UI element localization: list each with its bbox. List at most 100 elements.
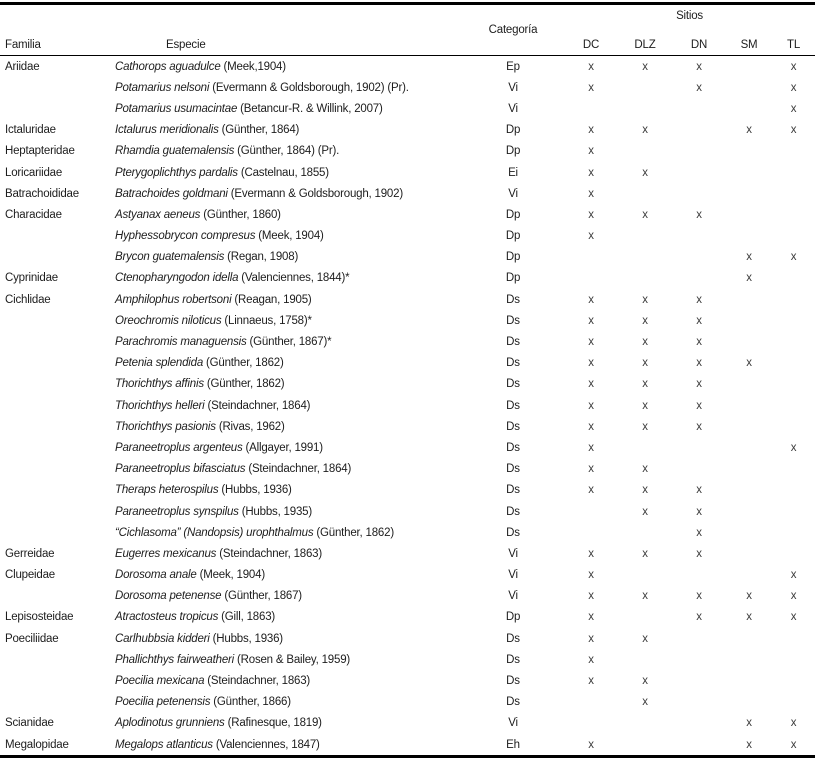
- species-authority: (Reagan, 1905): [231, 293, 312, 306]
- site-mark-cell-dc: x: [588, 547, 594, 560]
- site-mark-cell-tl: [772, 670, 815, 691]
- site-mark-cell-sm: [726, 459, 772, 480]
- site-mark-cell-sm: x: [746, 124, 752, 137]
- site-mark-cell-dlz: x: [642, 378, 648, 391]
- site-mark-cell-dlz: x: [642, 293, 648, 306]
- species-authority: (Betancur-R. & Willink, 2007): [237, 102, 383, 115]
- species-name: Amphilophus robertsoni: [115, 293, 232, 306]
- categoria-cell: Ds: [506, 463, 520, 476]
- table-row: Thorichthys pasionis (Rivas, 1962) Ds x x x: [0, 416, 815, 437]
- especie-cell: Potamarius nelsoni (Evermann & Goldsboro…: [110, 77, 462, 98]
- species-name: Batrachoides goldmani: [115, 187, 228, 200]
- especie-cell: Dorosoma petenense (Günther, 1867): [110, 586, 462, 607]
- site-mark-cell-dc: [564, 692, 618, 713]
- species-authority: (Günther, 1866): [210, 696, 291, 709]
- site-mark-cell-dlz: x: [642, 420, 648, 433]
- site-mark-cell-sm: [726, 522, 772, 543]
- site-mark-cell-dn: x: [696, 336, 702, 349]
- species-authority: (Allgayer, 1991): [242, 441, 324, 454]
- species-name: Oreochromis niloticus: [115, 314, 222, 327]
- table-row: Poecilia petenensis (Günther, 1866) Ds x: [0, 692, 815, 713]
- site-mark-cell-dn: [672, 183, 726, 204]
- especie-cell: Paraneetroplus bifasciatus (Steindachner…: [110, 459, 462, 480]
- table-row: Phallichthys fairweatheri (Rosen & Baile…: [0, 649, 815, 670]
- species-authority: (Hubbs, 1936): [209, 632, 283, 645]
- site-mark-cell-tl: [772, 353, 815, 374]
- familia-cell: [0, 247, 110, 268]
- familia-cell: [0, 310, 110, 331]
- categoria-cell: Ds: [506, 293, 520, 306]
- site-mark-cell-dn: [672, 649, 726, 670]
- familia-cell: [0, 670, 110, 691]
- header-site-dc: DC: [582, 39, 600, 51]
- especie-cell: Batrachoides goldmani (Evermann & Goldsb…: [110, 183, 462, 204]
- table-row: Thorichthys affinis (Günther, 1862) Ds x x x: [0, 374, 815, 395]
- site-mark-cell-dn: [672, 98, 726, 119]
- table-row: Cyprinidae Ctenopharyngodon idella (Valen…: [0, 268, 815, 289]
- table-row: Scianidae Aplodinotus grunniens (Rafinesq…: [0, 713, 815, 734]
- table-row: Poeciliidae Carlhubbsia kidderi (Hubbs, 1…: [0, 628, 815, 649]
- especie-cell: Paraneetroplus synspilus (Hubbs, 1935): [110, 501, 462, 522]
- categoria-cell: Ds: [506, 632, 520, 645]
- categoria-cell: Vi: [508, 547, 518, 560]
- site-mark-cell-sm: [726, 374, 772, 395]
- site-mark-cell-tl: x: [790, 738, 797, 751]
- especie-cell: Thorichthys helleri (Steindachner, 1864): [110, 395, 462, 416]
- site-mark-cell-dc: x: [588, 293, 594, 306]
- site-mark-cell-dlz: x: [642, 547, 648, 560]
- site-mark-cell-dc: x: [588, 124, 594, 137]
- site-mark-cell-tl: [772, 416, 815, 437]
- species-name: Paraneetroplus synspilus: [115, 505, 239, 518]
- species-authority: (Günther, 1867)*: [246, 336, 332, 349]
- species-authority: (Steindachner, 1864): [204, 399, 311, 412]
- especie-cell: Petenia splendida (Günther, 1862): [110, 353, 462, 374]
- especie-cell: Parachromis managuensis (Günther, 1867)*: [110, 331, 462, 352]
- table-row: Gerreidae Eugerres mexicanus (Steindachne…: [0, 543, 815, 564]
- species-name: Atractosteus tropicus: [115, 611, 219, 624]
- species-name: Phallichthys fairweatheri: [115, 653, 235, 666]
- categoria-cell: Ds: [506, 526, 520, 539]
- site-mark-cell-dc: x: [588, 675, 594, 688]
- site-mark-cell-dlz: [618, 77, 672, 98]
- species-authority: (Rivas, 1962): [215, 420, 285, 433]
- categoria-cell: Dp: [505, 208, 521, 221]
- site-mark-cell-tl: [772, 268, 815, 289]
- table-row: Hyphessobrycon compresus (Meek, 1904) Dp x: [0, 226, 815, 247]
- especie-cell: Carlhubbsia kidderi (Hubbs, 1936): [110, 628, 462, 649]
- site-mark-cell-dc: x: [588, 378, 594, 391]
- site-mark-cell-tl: [772, 459, 815, 480]
- familia-cell: Ictaluridae: [5, 124, 56, 137]
- especie-cell: Poecilia mexicana (Steindachner, 1863): [110, 670, 462, 691]
- familia-cell: Lepisosteidae: [5, 611, 74, 624]
- table-row: Petenia splendida (Günther, 1862) Ds x x x x: [0, 353, 815, 374]
- site-mark-cell-tl: x: [790, 717, 797, 730]
- categoria-cell: Ds: [506, 399, 520, 412]
- site-mark-cell-dn: [672, 247, 726, 268]
- species-name: Megalops atlanticus: [115, 738, 213, 751]
- species-name: Aplodinotus grunniens: [115, 717, 225, 730]
- site-mark-cell-dc: [564, 98, 618, 119]
- site-mark-cell-sm: [726, 543, 772, 564]
- especie-cell: Ctenopharyngodon idella (Valenciennes, 1…: [110, 268, 462, 289]
- species-name: Ictalurus meridionalis: [115, 124, 219, 137]
- categoria-cell: Dp: [505, 251, 521, 264]
- especie-cell: Phallichthys fairweatheri (Rosen & Baile…: [110, 649, 462, 670]
- especie-cell: Cathorops aguadulce (Meek,1904): [110, 56, 462, 78]
- familia-cell: [0, 416, 110, 437]
- table-row: Poecilia mexicana (Steindachner, 1863) Ds…: [0, 670, 815, 691]
- site-mark-cell-dlz: [618, 437, 672, 458]
- especie-cell: Megalops atlanticus (Valenciennes, 1847): [110, 734, 462, 757]
- site-mark-cell-dc: x: [588, 60, 594, 73]
- site-mark-cell-sm: [726, 565, 772, 586]
- categoria-cell: Vi: [508, 81, 518, 94]
- site-mark-cell-dn: [672, 628, 726, 649]
- especie-cell: Brycon guatemalensis (Regan, 1908): [110, 247, 462, 268]
- especie-cell: Thorichthys affinis (Günther, 1862): [110, 374, 462, 395]
- categoria-cell: Dp: [505, 124, 521, 137]
- species-authority: (Rosen & Bailey, 1959): [234, 653, 351, 666]
- site-mark-cell-dc: x: [588, 230, 594, 243]
- header-row-top: Familia Especie Categoría Sitios: [0, 4, 815, 51]
- site-mark-cell-sm: [726, 670, 772, 691]
- species-name: Carlhubbsia kidderi: [115, 632, 210, 645]
